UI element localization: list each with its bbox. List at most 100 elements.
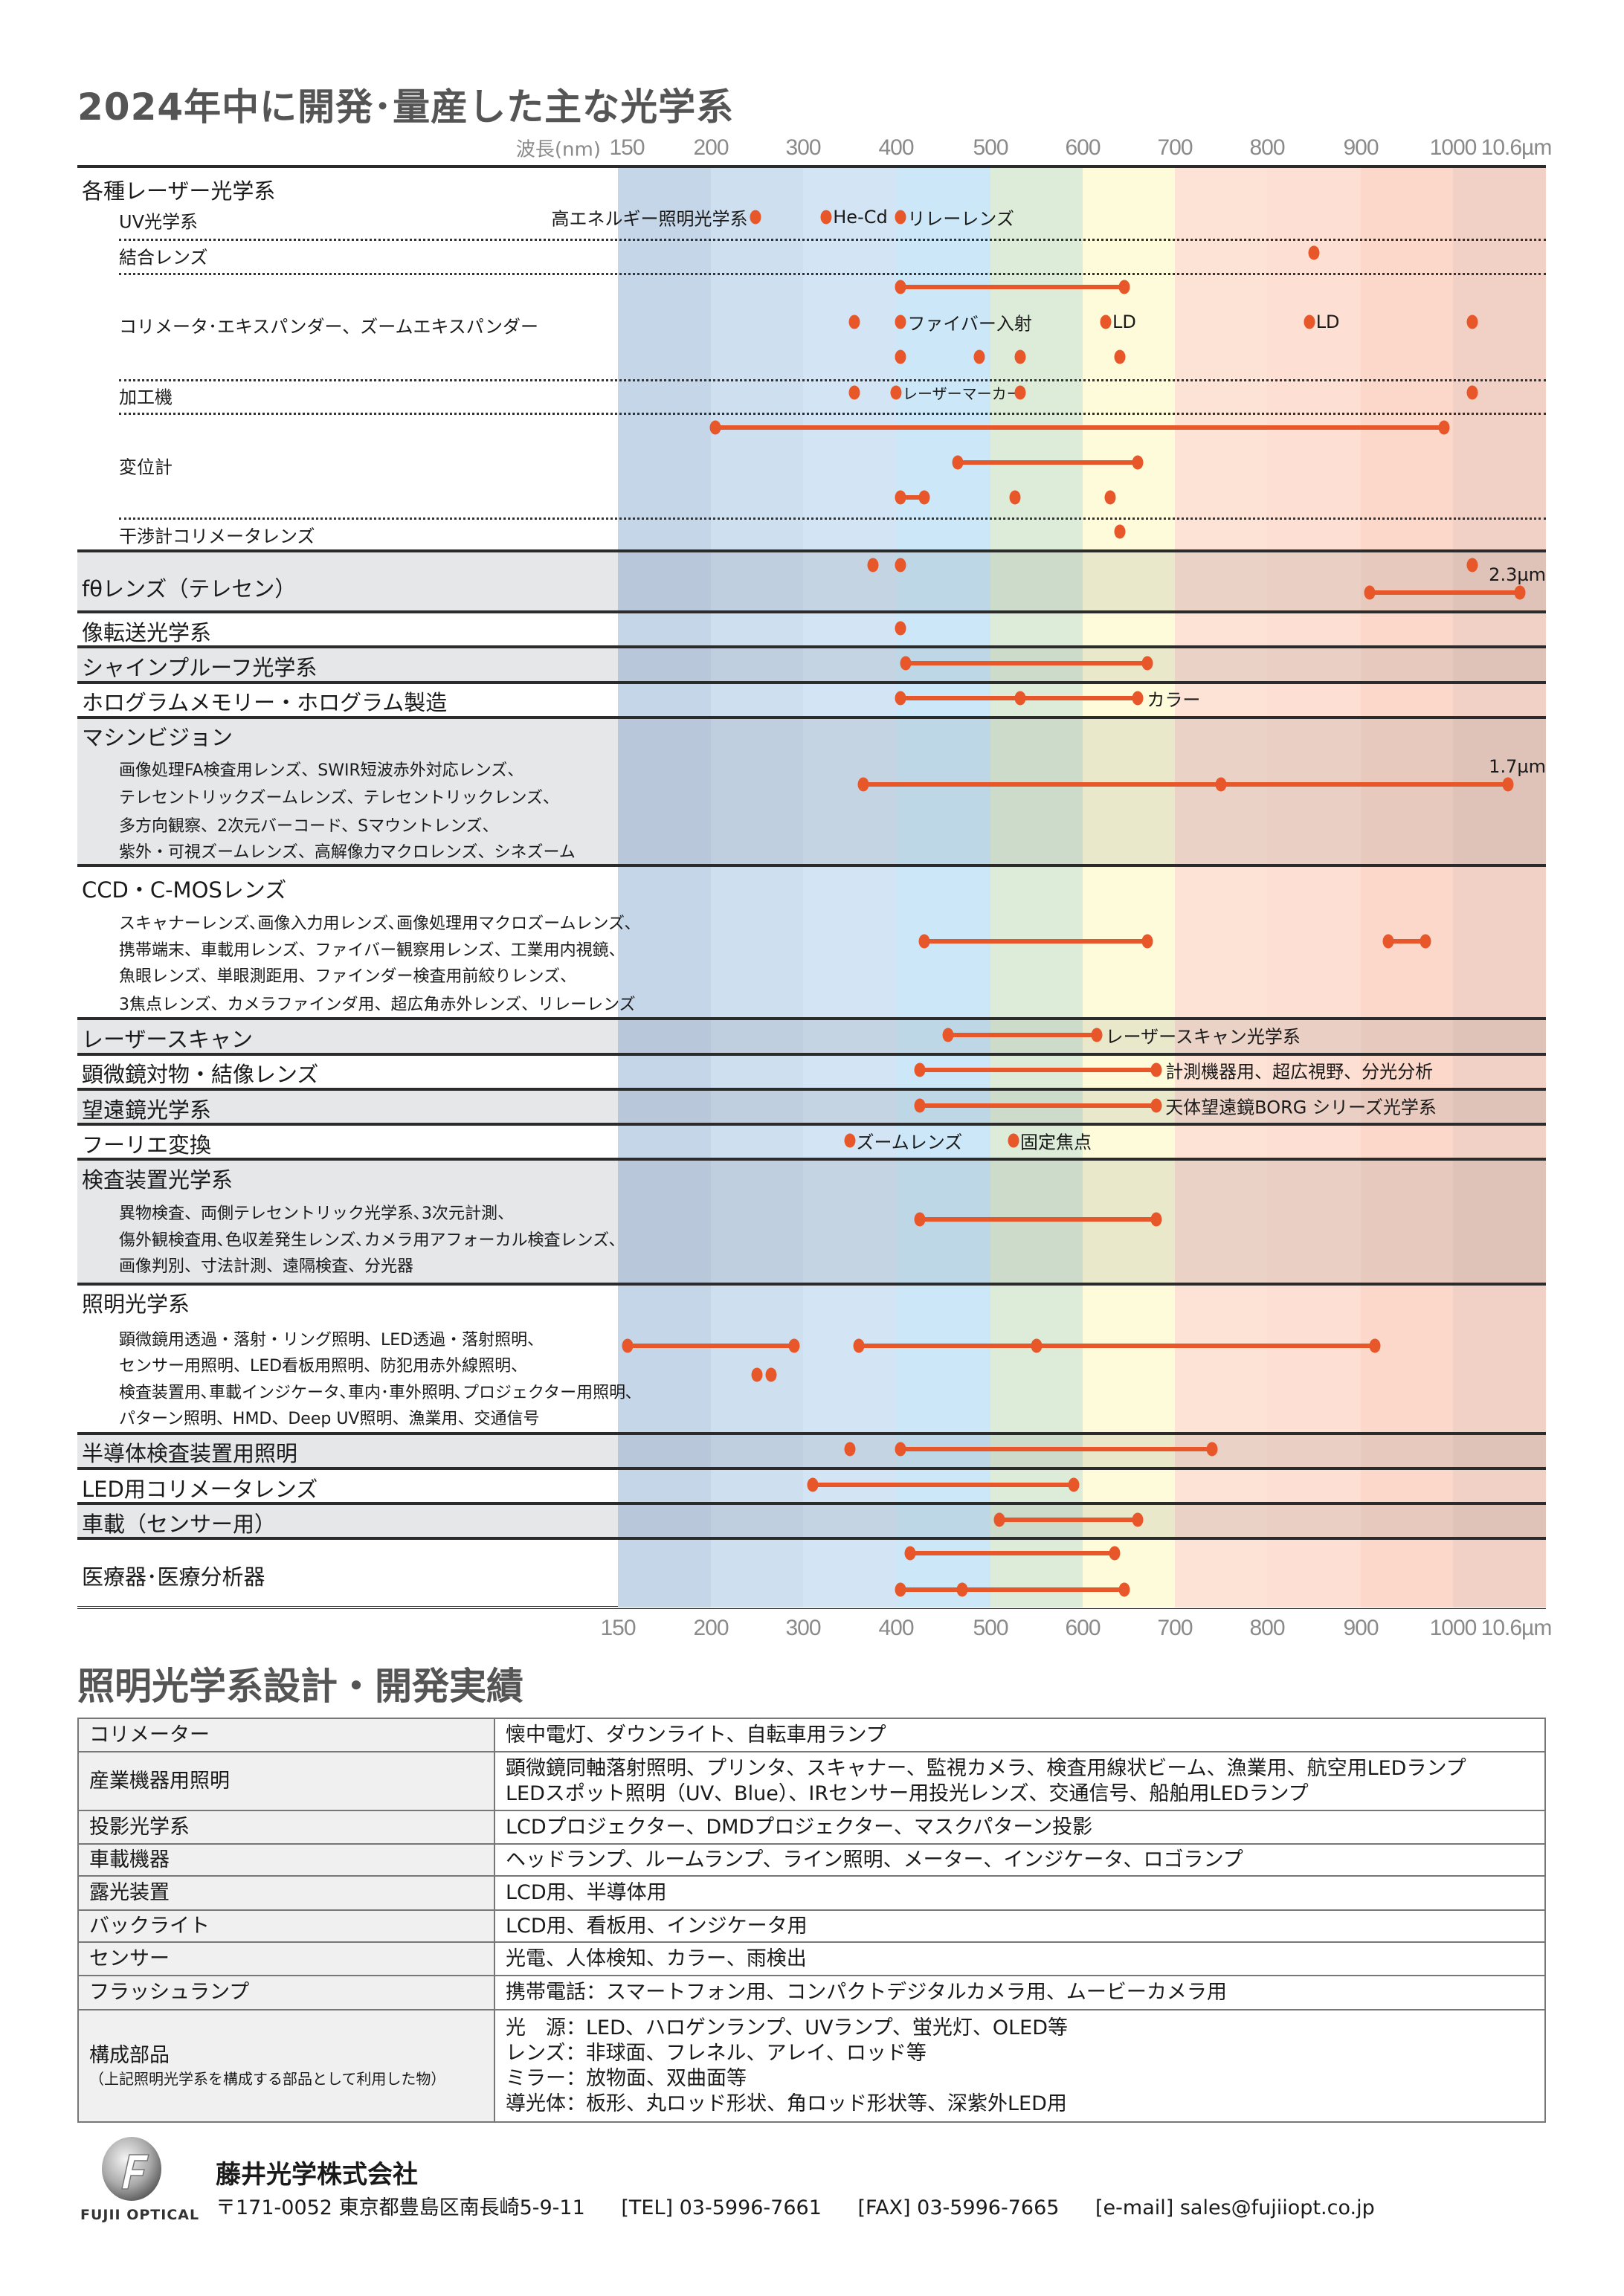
range-line [627,1344,794,1348]
axis-tick-label: 500 [973,135,1008,160]
point-label: レーザースキャン光学系 [1105,1026,1301,1048]
data-point [1369,1338,1381,1353]
data-point [895,1582,906,1597]
subrow-label: UV光学系 [119,211,198,233]
works-value-line: LCD用、看板用、インジケータ用 [506,1914,808,1938]
dotted-divider [119,273,1546,275]
row-shade [77,1091,618,1123]
range-line [900,1447,1212,1451]
works-category: バックライト [77,1909,495,1943]
data-point [1014,385,1026,400]
data-point [900,656,912,671]
data-point [807,1477,818,1492]
data-point [942,1028,954,1042]
works-values: ヘッドランプ、ルームランプ、ライン照明、メーター、インジケータ、ロゴランプ [494,1843,1546,1877]
company-name: 藤井光学株式会社 [216,2160,418,2190]
data-point [1091,1028,1103,1042]
section-description: 画像判別、寸法計測、遠隔検査、分光器 [119,1257,414,1276]
section-label: 車載（センサー用） [82,1512,277,1537]
category-label: 投影光学系 [89,1815,190,1839]
range-line [919,1103,1157,1108]
section-description: 異物検査、両側テレセントリック光学系､3次元計測、 [119,1205,514,1223]
section-description: 画像処理FA検査用レンズ、SWIR短波赤外対応レンズ、 [119,761,524,780]
data-point [895,210,906,225]
section-label: ホログラムメモリー・ホログラム製造 [82,690,448,715]
section-description: センサー用照明、LED看板用照明、防犯用赤外線照明、 [119,1357,528,1376]
works-values: 携帯電話：スマートフォン用、コンパクトデジタルカメラ用、ムービーカメラ用 [494,1975,1546,2010]
subrow-label: 加工機 [119,387,173,408]
email-link[interactable]: [e-mail] sales@fujiiopt.co.jp [1095,2196,1375,2219]
data-point [1150,1062,1162,1077]
range-line [924,939,1147,944]
row-shade [77,1505,618,1537]
axis-tick-label: 10.6µm [1480,135,1553,160]
contact-line: 〒171-0052 東京都豊島区南長崎5-9-11 [TEL] 03-5996-… [216,2191,1405,2220]
subrow-label: 結合レンズ [119,247,208,268]
end-label: 1.7µm [1489,756,1546,777]
category-label: バックライト [89,1914,210,1938]
data-point [904,1546,916,1561]
section-label: 検査装置光学系 [82,1167,233,1193]
axis-tick-label: 700 [1157,1616,1193,1640]
data-point [914,1098,926,1113]
data-point [1132,455,1144,470]
works-row: 投影光学系 LCDプロジェクター、DMDプロジェクター、マスクパターン投影 [77,1810,1546,1845]
spectrum-band [1453,165,1546,1607]
point-label: リレーレンズ [907,208,1014,230]
axis-tick-label: 400 [878,135,914,160]
section-label: フーリエ変換 [82,1132,212,1158]
section-label: 各種レーザー光学系 [82,178,276,204]
logo-text: FUJII OPTICAL [80,2207,200,2223]
row-shade [77,1161,618,1283]
subrow-label: 干渉計コリメータレンズ [119,526,315,547]
category-label: センサー [89,1947,170,1970]
data-point [918,934,930,949]
works-value-line: LCD用、半導体用 [506,1881,667,1904]
data-point [1114,524,1126,539]
range-line [905,661,1147,665]
row-shade [77,1435,618,1467]
axis-tick-label: 900 [1343,135,1379,160]
dotted-divider [119,413,1546,415]
data-point [1466,315,1478,329]
section-description: 多方向観察、2次元バーコード、Sマウントレンズ、 [119,817,499,836]
section-description: スキャナーレンズ､画像入力用レンズ､画像処理用マクロズームレンズ､ [119,915,634,933]
data-point [895,349,906,364]
axis-tick-label: 150 [600,1616,636,1640]
data-point [848,385,860,400]
data-point [1308,245,1320,260]
dotted-divider [119,517,1546,520]
axis-tick-label: 200 [693,135,729,160]
category-label: コリメーター [89,1723,210,1747]
section-label: 照明光学系 [82,1292,190,1317]
works-values: 光 源：LED、ハロゲンランプ、UVランプ、蛍光灯、OLED等 レンズ：非球面、フ… [494,2009,1546,2123]
range-line [812,1483,1074,1487]
data-point [1132,1512,1144,1527]
data-point [867,558,879,573]
chart-section: 顕微鏡対物・結像レンズ [77,1053,1546,1088]
data-point [1031,1338,1043,1353]
data-point [914,1062,926,1077]
axis-tick-label: 800 [1249,135,1285,160]
axis-tick-label: 10.6µm [1480,1616,1553,1640]
section-label: CCD・C-MOSレンズ [82,877,287,903]
axis-tick-label: 1000 [1429,135,1478,160]
range-line [900,1587,1124,1592]
axis-tick-label: 700 [1157,135,1193,160]
point-label: 固定焦点 [1020,1132,1092,1153]
data-point [914,1212,926,1227]
data-point [1104,490,1116,505]
axis-tick-label: 400 [878,1616,914,1640]
section-description: 3焦点レンズ、カメラファインダ用、超広角赤外レンズ、リレーレンズ [119,996,636,1014]
data-point [973,349,985,364]
data-point [1008,1133,1019,1148]
row-shade [77,552,618,610]
data-point [1466,558,1478,573]
category-label: フラッシュランプ [89,1981,250,2004]
section-description: 魚眼レンズ、単眼測距用、ファインダー検査用前絞りレンズ、 [119,967,577,986]
chart-section: CCD・C-MOSレンズスキャナーレンズ､画像入力用レンズ､画像処理用マクロズー… [77,864,1546,1017]
axis-tick-label: 300 [785,1616,821,1640]
works-category: コリメーター [77,1718,495,1752]
range-line [919,1068,1157,1072]
works-row: 産業機器用照明 顕微鏡同軸落射照明、プリンタ、スキャナー、監視カメラ、検査用線状ビ… [77,1751,1546,1811]
